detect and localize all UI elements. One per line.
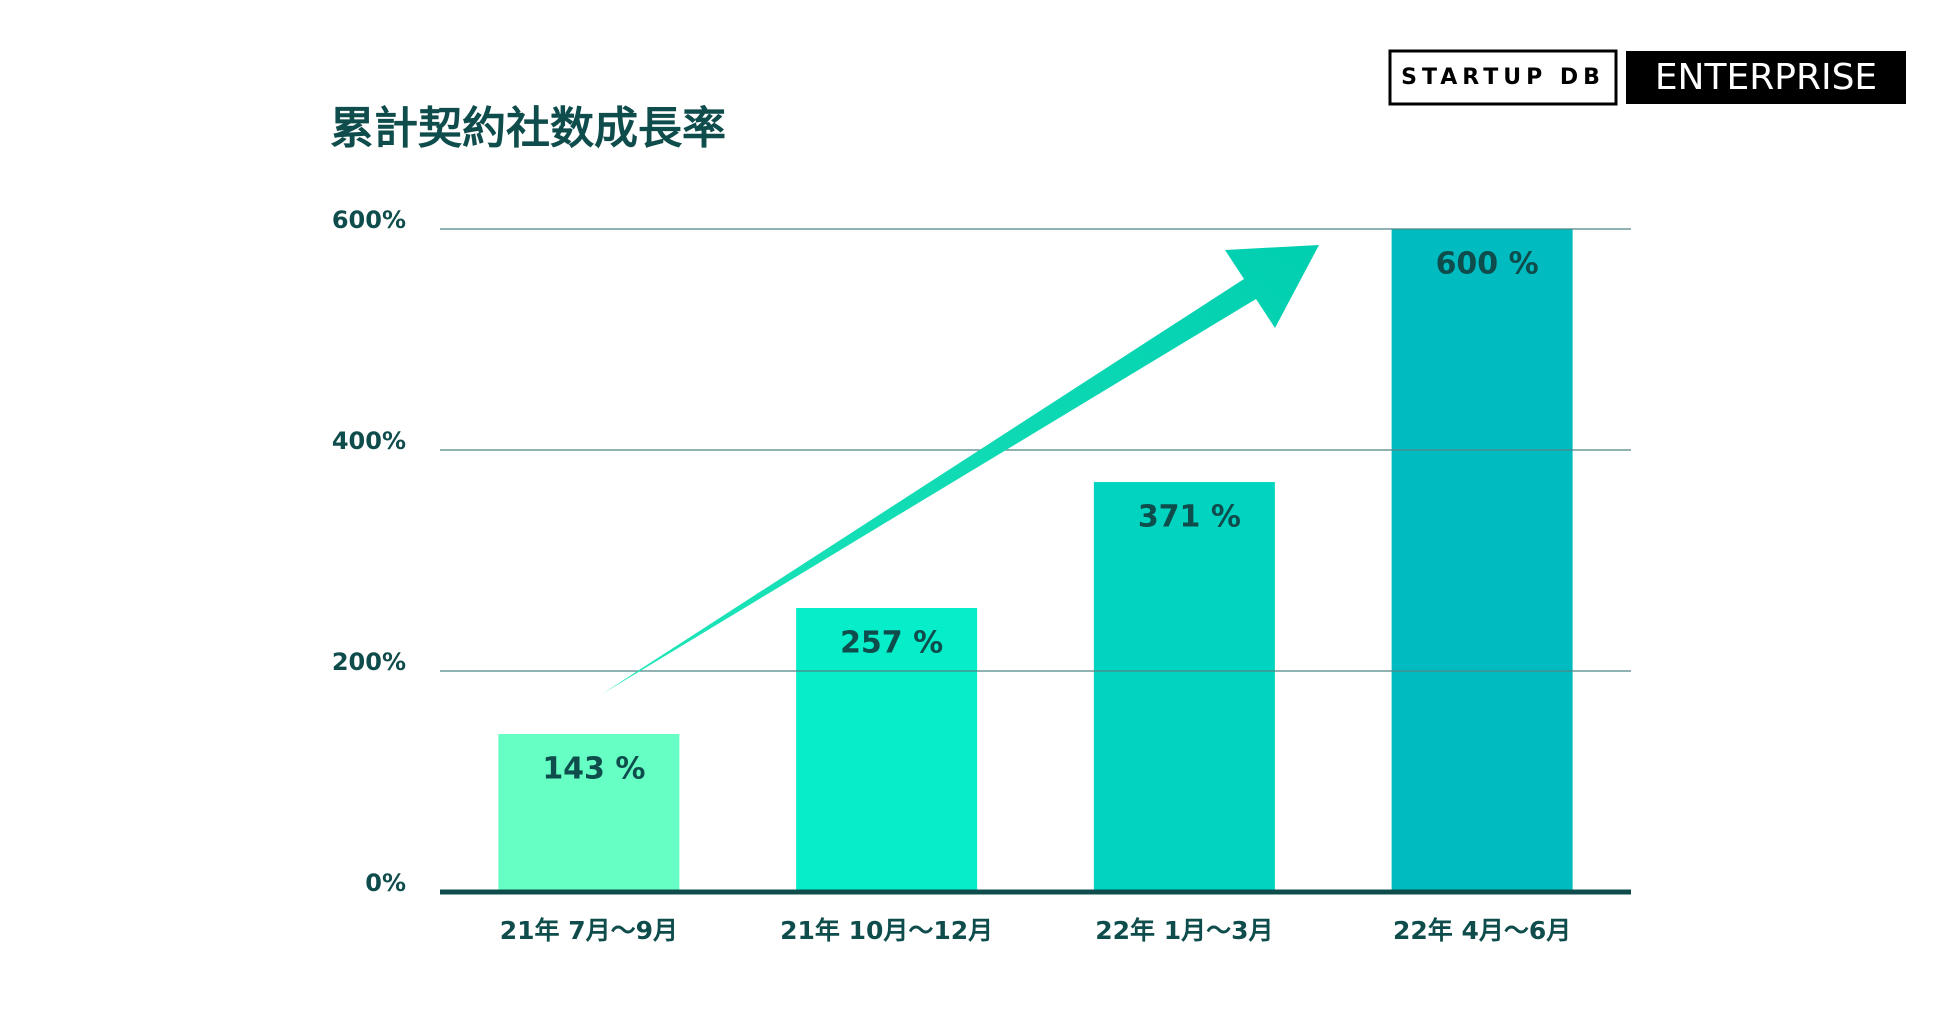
x-tick-label: 21年 7月〜9月 bbox=[500, 916, 678, 945]
bar bbox=[796, 608, 978, 892]
logo-right: ENTERPRISE bbox=[1655, 57, 1877, 98]
y-tick-label: 400% bbox=[332, 427, 406, 455]
plot: 0% 200% 400% 600% 21年 7月〜9月 143 % 21年 10月〜12月 2… bbox=[332, 206, 1631, 945]
y-tick-label: 0% bbox=[365, 869, 406, 897]
value-label: 371 % bbox=[1138, 500, 1241, 535]
logo-box bbox=[1388, 49, 1618, 106]
x-tick-label: 21年 10月〜12月 bbox=[780, 916, 993, 945]
bar bbox=[1093, 482, 1275, 892]
logo-box bbox=[1626, 51, 1906, 104]
y-tick-label: 600% bbox=[332, 206, 406, 234]
chart-title: 累計契約社数成長率 bbox=[330, 103, 726, 154]
y-tick-label: 200% bbox=[332, 648, 406, 676]
value-label: 257 % bbox=[840, 626, 943, 661]
bar bbox=[1391, 229, 1573, 892]
value-label: 600 % bbox=[1436, 247, 1539, 282]
x-tick-label: 22年 4月〜6月 bbox=[1393, 916, 1571, 945]
trend-arrow bbox=[602, 245, 1319, 694]
bars bbox=[498, 229, 1573, 892]
logo-left: STARTUP DB bbox=[1401, 65, 1605, 90]
bar bbox=[498, 733, 680, 892]
value-label: 143 % bbox=[542, 751, 645, 786]
x-tick-label: 22年 1月〜3月 bbox=[1095, 916, 1273, 945]
